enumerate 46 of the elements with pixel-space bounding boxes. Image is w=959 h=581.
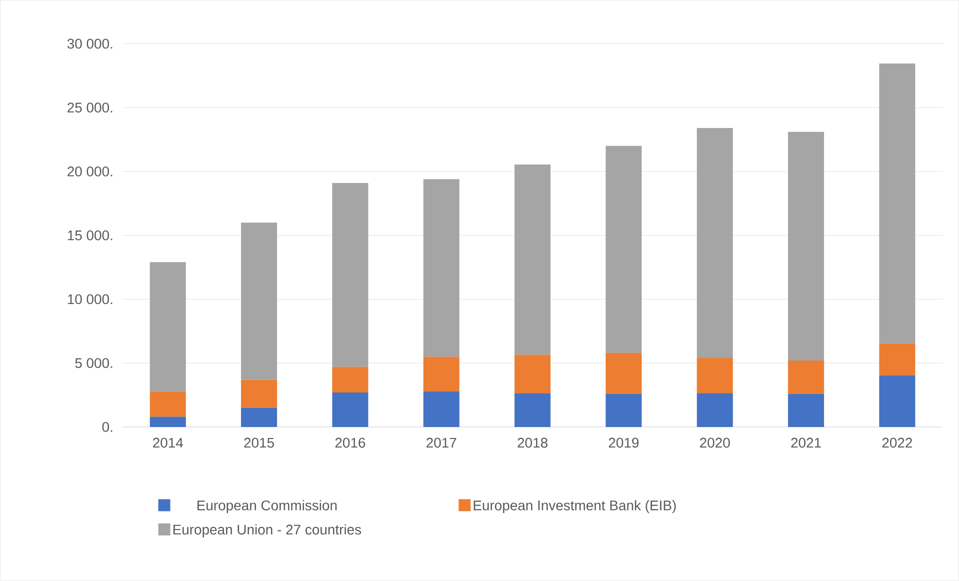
bar xyxy=(241,408,278,428)
y-tick-label: 25 000. xyxy=(68,102,112,113)
bar xyxy=(879,375,916,428)
bar xyxy=(423,179,460,357)
y-tick-label: 10 000. xyxy=(68,294,112,304)
bar xyxy=(514,354,551,394)
bar xyxy=(423,391,460,428)
x-tick-label: 2015 xyxy=(244,438,274,448)
y-tick-label: 5 000. xyxy=(75,358,112,368)
x-tick-label: 2020 xyxy=(700,438,730,448)
legend-label: European Commission xyxy=(197,500,337,514)
bar xyxy=(150,391,186,417)
x-tick-label: 2016 xyxy=(335,438,366,448)
y-tick-label: 20 000. xyxy=(68,166,112,177)
x-tick-label: 2014 xyxy=(153,438,183,448)
x-tick-label: 2022 xyxy=(882,438,912,448)
bar xyxy=(332,183,368,368)
bar xyxy=(606,352,642,394)
bar xyxy=(514,164,551,355)
y-tick-label: 30 000. xyxy=(67,38,112,49)
bar xyxy=(332,392,368,428)
bar xyxy=(788,394,824,428)
bar xyxy=(150,262,186,392)
bar xyxy=(879,343,916,376)
legend-label: European Investment Bank (EIB) xyxy=(474,500,676,514)
bar xyxy=(332,367,368,393)
y-tick-label: 15 000. xyxy=(68,230,112,240)
bar xyxy=(696,358,733,394)
bar xyxy=(696,128,733,358)
x-tick-label: 2019 xyxy=(608,438,639,448)
y-tick-label: 0. xyxy=(102,422,112,432)
bar xyxy=(241,380,278,408)
x-tick-label: 2018 xyxy=(518,438,548,448)
bar xyxy=(788,132,824,361)
x-tick-label: 2017 xyxy=(426,438,456,448)
bar xyxy=(606,146,642,353)
bar xyxy=(879,64,916,344)
bar xyxy=(788,360,824,394)
bar xyxy=(150,416,186,428)
bar xyxy=(696,393,733,428)
x-tick-label: 2021 xyxy=(791,438,821,448)
bar xyxy=(514,393,551,428)
legend-label: European Union - 27 countries xyxy=(173,524,362,538)
bar xyxy=(606,394,642,428)
bar xyxy=(241,222,278,380)
bar xyxy=(423,356,460,392)
